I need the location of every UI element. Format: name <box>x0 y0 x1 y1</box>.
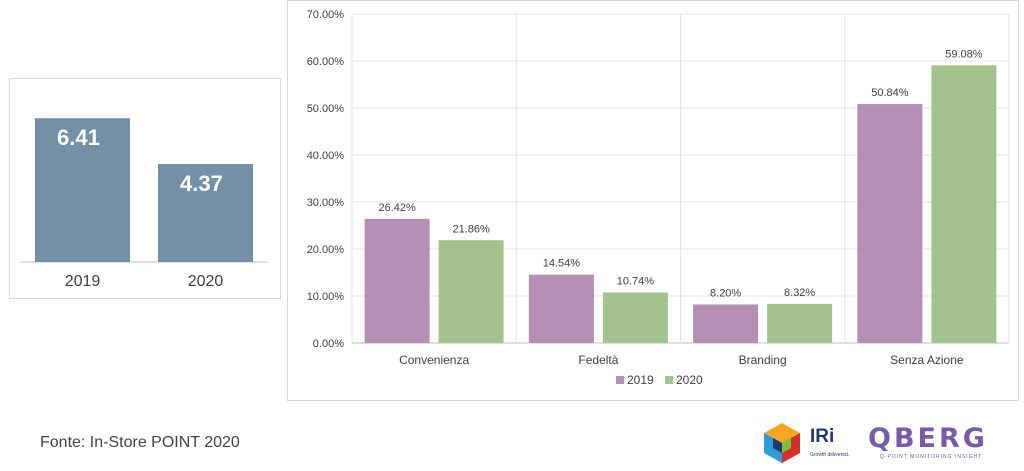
x-tick-label: Branding <box>739 353 787 367</box>
right-bar-chart: 0.00% 10.00% 20.00% 30.00% 40.00% 50.00% 60.00… <box>307 9 1010 387</box>
bar-2019 <box>35 118 130 263</box>
bar-data-label: 21.86% <box>452 223 490 235</box>
y-tick-label: 0.00% <box>313 338 344 350</box>
logos: IRi Growth delivered. QBERG Q-POINT MONI… <box>760 421 1020 467</box>
bar-data-label: 8.20% <box>710 287 741 299</box>
iri-tagline: Growth delivered. <box>810 452 850 458</box>
qberg-tagline: Q-POINT MONITORING INSIGHT <box>880 454 983 460</box>
bar-2019-3 <box>857 104 923 343</box>
y-tick-label: 50.00% <box>307 103 345 115</box>
legend-label: 2019 <box>627 373 654 387</box>
iri-logo-text: IRi <box>810 426 835 447</box>
y-tick-label: 40.00% <box>307 150 345 162</box>
bar-data-label: 50.84% <box>871 87 909 99</box>
bar-2020-1 <box>602 292 668 343</box>
bar-value-label: 6.41 <box>57 125 100 150</box>
bar-data-label: 59.08% <box>945 48 983 60</box>
y-tick-label: 60.00% <box>307 56 345 68</box>
source-note: Fonte: In-Store POINT 2020 <box>40 434 240 451</box>
bar-data-label: 26.42% <box>378 202 416 214</box>
bar-2020-3 <box>931 65 997 343</box>
legend-swatch-2020 <box>665 376 673 384</box>
iri-cube-icon <box>764 423 800 463</box>
left-bar-chart: 6.41 2019 4.37 2020 <box>20 118 268 290</box>
qberg-logo-text: QBERG <box>868 423 988 454</box>
y-tick-label: 20.00% <box>307 244 345 256</box>
bar-2020-0 <box>438 240 504 343</box>
left-chart-panel: 6.41 2019 4.37 2020 <box>9 78 281 299</box>
legend-label: 2020 <box>676 373 703 387</box>
y-tick-label: 30.00% <box>307 197 345 209</box>
bar-2019-0 <box>364 218 430 343</box>
x-tick-label: Fedeltà <box>578 353 618 367</box>
x-tick-label: 2020 <box>188 273 224 290</box>
legend-swatch-2019 <box>616 376 624 384</box>
bar-2020 <box>158 163 253 262</box>
y-tick-label: 10.00% <box>307 291 345 303</box>
bar-data-label: 14.54% <box>543 258 581 270</box>
bar-data-label: 8.32% <box>784 287 815 299</box>
right-chart-panel: 0.00% 10.00% 20.00% 30.00% 40.00% 50.00% 60.00… <box>287 0 1019 401</box>
bar-2019-2 <box>693 304 759 343</box>
bar-2020-2 <box>767 303 833 343</box>
x-tick-label: Senza Azione <box>890 353 964 367</box>
x-tick-label: Convenienza <box>399 353 469 367</box>
bar-2019-1 <box>528 274 594 343</box>
x-tick-label: 2019 <box>65 273 101 290</box>
y-tick-label: 70.00% <box>307 9 345 21</box>
bar-data-label: 10.74% <box>617 276 655 288</box>
bar-value-label: 4.37 <box>180 171 223 196</box>
